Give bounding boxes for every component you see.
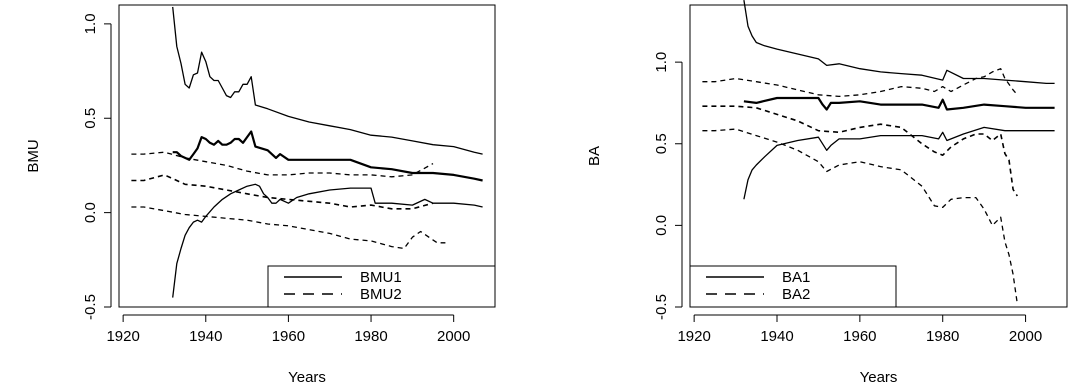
y-axis-label: BMU [25,139,42,172]
x-axis-label: Years [288,369,326,385]
y-tick-label: 1.0 [653,52,670,73]
x-tick-label: 1980 [354,328,387,345]
y-axis: -0.5 0.0 0.5 1.0 BA [586,52,683,320]
legend-label-bmu2: BMU2 [360,286,402,303]
x-axis-label: Years [860,369,898,385]
x-tick-label: 1960 [272,328,305,345]
series-line-bmu2-lower [131,206,446,250]
legend-box [689,265,897,308]
x-tick-label: 1920 [106,328,139,345]
y-tick-label: 0.5 [82,108,99,129]
x-axis: 1920 1940 1960 1980 2000 Years [106,314,470,385]
series-line-ba1-upper [743,0,1055,85]
x-tick-label: 1920 [677,328,710,345]
series-line-ba1-lower [743,126,1055,200]
y-tick-label: -0.5 [653,294,670,320]
series-line-ba2-lower [702,128,1018,304]
series-line-ba1-estimate [743,96,1055,111]
x-tick-label: 2000 [437,328,470,345]
x-axis: 1920 1940 1960 1980 2000 Years [677,314,1042,385]
series-lines [131,6,483,298]
series-line-bmu1-lower [172,183,483,298]
series-line-bmu1-upper [172,6,483,155]
x-tick-label: 1940 [760,328,793,345]
y-tick-label: 1.0 [82,13,99,34]
legend-label-bmu1: BMU1 [360,269,402,286]
y-tick-label: 0.0 [82,202,99,223]
y-tick-label: -0.5 [82,294,99,320]
y-axis-label: BA [586,146,603,166]
legend-label-ba1: BA1 [782,269,810,286]
series-line-bmu2-estimate [131,174,434,210]
chart-ba: 1920 1940 1960 1980 2000 Years -0.5 0.0 0.5 1.0 BA… [586,0,1068,385]
series-lines [702,0,1055,304]
chart-bmu: 1920 1940 1960 1980 2000 Years -0.5 0.0 0.5 1.0 BM… [25,4,496,385]
x-tick-label: 1940 [189,328,222,345]
legend-box [267,265,496,308]
series-line-ba2-upper [702,68,1018,98]
y-axis: -0.5 0.0 0.5 1.0 BMU [25,13,112,320]
x-tick-label: 1980 [926,328,959,345]
legend-label-ba2: BA2 [782,286,810,303]
x-tick-label: 2000 [1009,328,1042,345]
x-tick-label: 1960 [843,328,876,345]
series-line-bmu1-estimate [172,130,483,182]
series-line-bmu2-upper [131,151,434,178]
plot-frame [118,4,496,308]
y-tick-label: 0.0 [653,215,670,236]
series-line-ba2-estimate [702,105,1018,197]
y-tick-label: 0.5 [653,133,670,154]
